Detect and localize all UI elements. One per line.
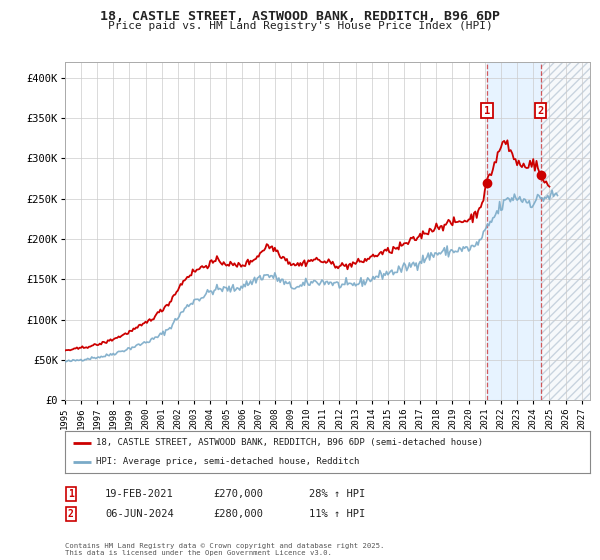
Text: 06-JUN-2024: 06-JUN-2024 xyxy=(105,509,174,519)
Text: 2: 2 xyxy=(68,509,74,519)
Text: 1: 1 xyxy=(68,489,74,499)
Text: 19-FEB-2021: 19-FEB-2021 xyxy=(105,489,174,499)
Text: £270,000: £270,000 xyxy=(213,489,263,499)
Text: 18, CASTLE STREET, ASTWOOD BANK, REDDITCH, B96 6DP: 18, CASTLE STREET, ASTWOOD BANK, REDDITC… xyxy=(100,10,500,23)
Text: 11% ↑ HPI: 11% ↑ HPI xyxy=(309,509,365,519)
Bar xyxy=(541,62,590,400)
Text: HPI: Average price, semi-detached house, Redditch: HPI: Average price, semi-detached house,… xyxy=(96,458,359,466)
Bar xyxy=(487,62,541,400)
Text: Contains HM Land Registry data © Crown copyright and database right 2025.
This d: Contains HM Land Registry data © Crown c… xyxy=(65,543,384,556)
Text: 1: 1 xyxy=(484,106,490,116)
Text: 2: 2 xyxy=(538,106,544,116)
Bar xyxy=(541,62,590,400)
Text: 18, CASTLE STREET, ASTWOOD BANK, REDDITCH, B96 6DP (semi-detached house): 18, CASTLE STREET, ASTWOOD BANK, REDDITC… xyxy=(96,438,484,447)
Text: £280,000: £280,000 xyxy=(213,509,263,519)
Text: 28% ↑ HPI: 28% ↑ HPI xyxy=(309,489,365,499)
Text: Price paid vs. HM Land Registry's House Price Index (HPI): Price paid vs. HM Land Registry's House … xyxy=(107,21,493,31)
